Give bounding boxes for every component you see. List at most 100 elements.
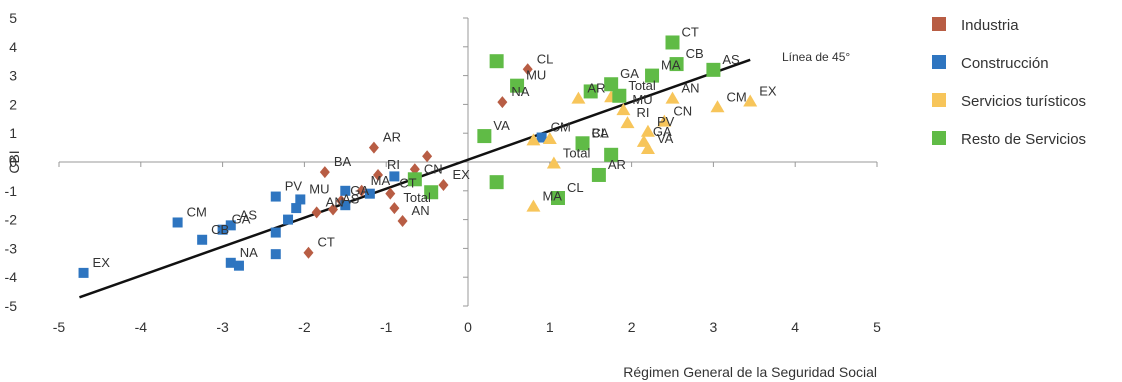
point-label: BA xyxy=(334,154,352,169)
point-label: NA xyxy=(240,245,258,260)
point-label: CL xyxy=(537,51,554,66)
point-label: AS xyxy=(342,192,360,207)
point-label: GA xyxy=(350,183,369,198)
point-resto-de-servicios-5 xyxy=(604,77,619,92)
x-tick-label: 3 xyxy=(710,319,718,335)
x-axis-title: Régimen General de la Seguridad Social xyxy=(623,364,877,380)
point-label: AN xyxy=(326,194,344,209)
point-label: CT xyxy=(682,24,699,39)
y-tick-label: -1 xyxy=(5,183,18,199)
point-resto-de-servicios-9 xyxy=(477,129,492,144)
x-tick-label: -2 xyxy=(298,319,311,335)
point-servicios-tur-sticos-14 xyxy=(546,156,561,169)
point-label: CM xyxy=(187,204,207,219)
point-label: GA xyxy=(620,66,639,81)
point-label: CB xyxy=(686,46,704,61)
point-resto-de-servicios-11 xyxy=(604,147,619,162)
point-label: AN xyxy=(412,203,430,218)
point-construcci-n-6 xyxy=(291,203,302,214)
point-label: AR xyxy=(383,130,401,145)
point-industria-3 xyxy=(422,150,433,163)
point-construcci-n-3 xyxy=(364,188,375,199)
legend-swatch-resto-servicios xyxy=(932,131,946,145)
point-label: CN xyxy=(424,161,443,176)
y-tick-label: -4 xyxy=(5,269,18,285)
point-servicios-tur-sticos-8 xyxy=(640,124,655,137)
point-construcci-n-17 xyxy=(78,267,89,278)
point-label: AR xyxy=(608,157,626,172)
point-construcci-n-0 xyxy=(536,132,547,143)
y-tick-label: 1 xyxy=(9,125,17,141)
x-tick-label: 0 xyxy=(464,319,472,335)
point-label: GA xyxy=(653,124,672,139)
point-construcci-n-4 xyxy=(270,191,281,202)
point-label: CL xyxy=(592,125,609,140)
point-servicios-tur-sticos-15 xyxy=(526,199,541,212)
point-label: MU xyxy=(526,68,546,83)
point-construcci-n-15 xyxy=(225,257,236,268)
point-label: MA xyxy=(542,189,562,204)
y-tick-label: 2 xyxy=(9,96,17,112)
point-servicios-tur-sticos-5 xyxy=(616,103,631,116)
point-industria-2 xyxy=(368,141,379,154)
x-tick-label: 2 xyxy=(628,319,636,335)
point-label: CN xyxy=(673,104,692,119)
point-construcci-n-14 xyxy=(270,249,281,260)
point-construcci-n-12 xyxy=(270,227,281,238)
y-tick-label: 3 xyxy=(9,68,17,84)
point-servicios-tur-sticos-7 xyxy=(620,116,635,129)
x-tick-label: 4 xyxy=(791,319,799,335)
x-tick-label: -4 xyxy=(135,319,148,335)
legend-swatch-servicios-turisticos xyxy=(932,93,946,107)
point-resto-de-servicios-12 xyxy=(591,167,606,182)
point-servicios-tur-sticos-0 xyxy=(571,91,586,104)
point-resto-de-servicios-6 xyxy=(510,78,525,93)
point-industria-1 xyxy=(497,96,508,109)
point-industria-14 xyxy=(303,246,314,259)
y-axis-title: CBI xyxy=(6,150,22,173)
legend-label-resto-servicios: Resto de Servicios xyxy=(961,131,1086,148)
point-label: AN xyxy=(682,81,700,96)
point-label: AS xyxy=(722,52,740,67)
point-label: PV xyxy=(657,114,675,129)
point-construcci-n-1 xyxy=(389,171,400,182)
point-label: BA xyxy=(592,125,610,140)
point-construcci-n-7 xyxy=(340,200,351,211)
point-label: Total xyxy=(563,145,591,160)
point-label: MU xyxy=(632,92,652,107)
point-resto-de-servicios-1 xyxy=(489,54,504,69)
x-tick-label: 5 xyxy=(873,319,881,335)
legend-swatch-industria xyxy=(932,17,946,31)
point-industria-6 xyxy=(409,163,420,176)
x-tick-label: -5 xyxy=(53,319,66,335)
point-resto-de-servicios-8 xyxy=(612,88,627,103)
point-construcci-n-16 xyxy=(233,260,244,271)
legend-swatch-construccion xyxy=(932,55,946,69)
point-label: GA xyxy=(232,212,251,227)
point-resto-de-servicios-13 xyxy=(550,191,565,205)
point-label: PV xyxy=(285,179,303,194)
legend-label-construccion: Construcción xyxy=(961,55,1049,72)
point-servicios-tur-sticos-12 xyxy=(542,131,557,144)
point-construcci-n-5 xyxy=(295,194,306,205)
point-industria-5 xyxy=(373,168,384,181)
annotation-45-degree: Línea de 45° xyxy=(782,50,850,64)
point-label: CL xyxy=(567,180,584,195)
point-industria-12 xyxy=(389,202,400,215)
point-label: MU xyxy=(309,181,329,196)
point-label: RI xyxy=(637,105,650,120)
point-label: CM xyxy=(551,120,571,135)
point-resto-de-servicios-4 xyxy=(645,68,660,83)
point-servicios-tur-sticos-6 xyxy=(657,114,672,127)
point-industria-7 xyxy=(356,184,367,197)
point-label: CB xyxy=(211,222,229,237)
legend: Industria Construcción Servicios turísti… xyxy=(932,17,1086,148)
point-label: AS xyxy=(240,207,258,222)
point-resto-de-servicios-15 xyxy=(407,172,422,187)
point-servicios-tur-sticos-10 xyxy=(640,142,655,155)
point-label: CM xyxy=(726,89,746,104)
point-label: MA xyxy=(661,58,681,73)
x-tick-label: -3 xyxy=(216,319,229,335)
point-construcci-n-9 xyxy=(172,217,183,228)
point-resto-de-servicios-0 xyxy=(665,35,680,50)
